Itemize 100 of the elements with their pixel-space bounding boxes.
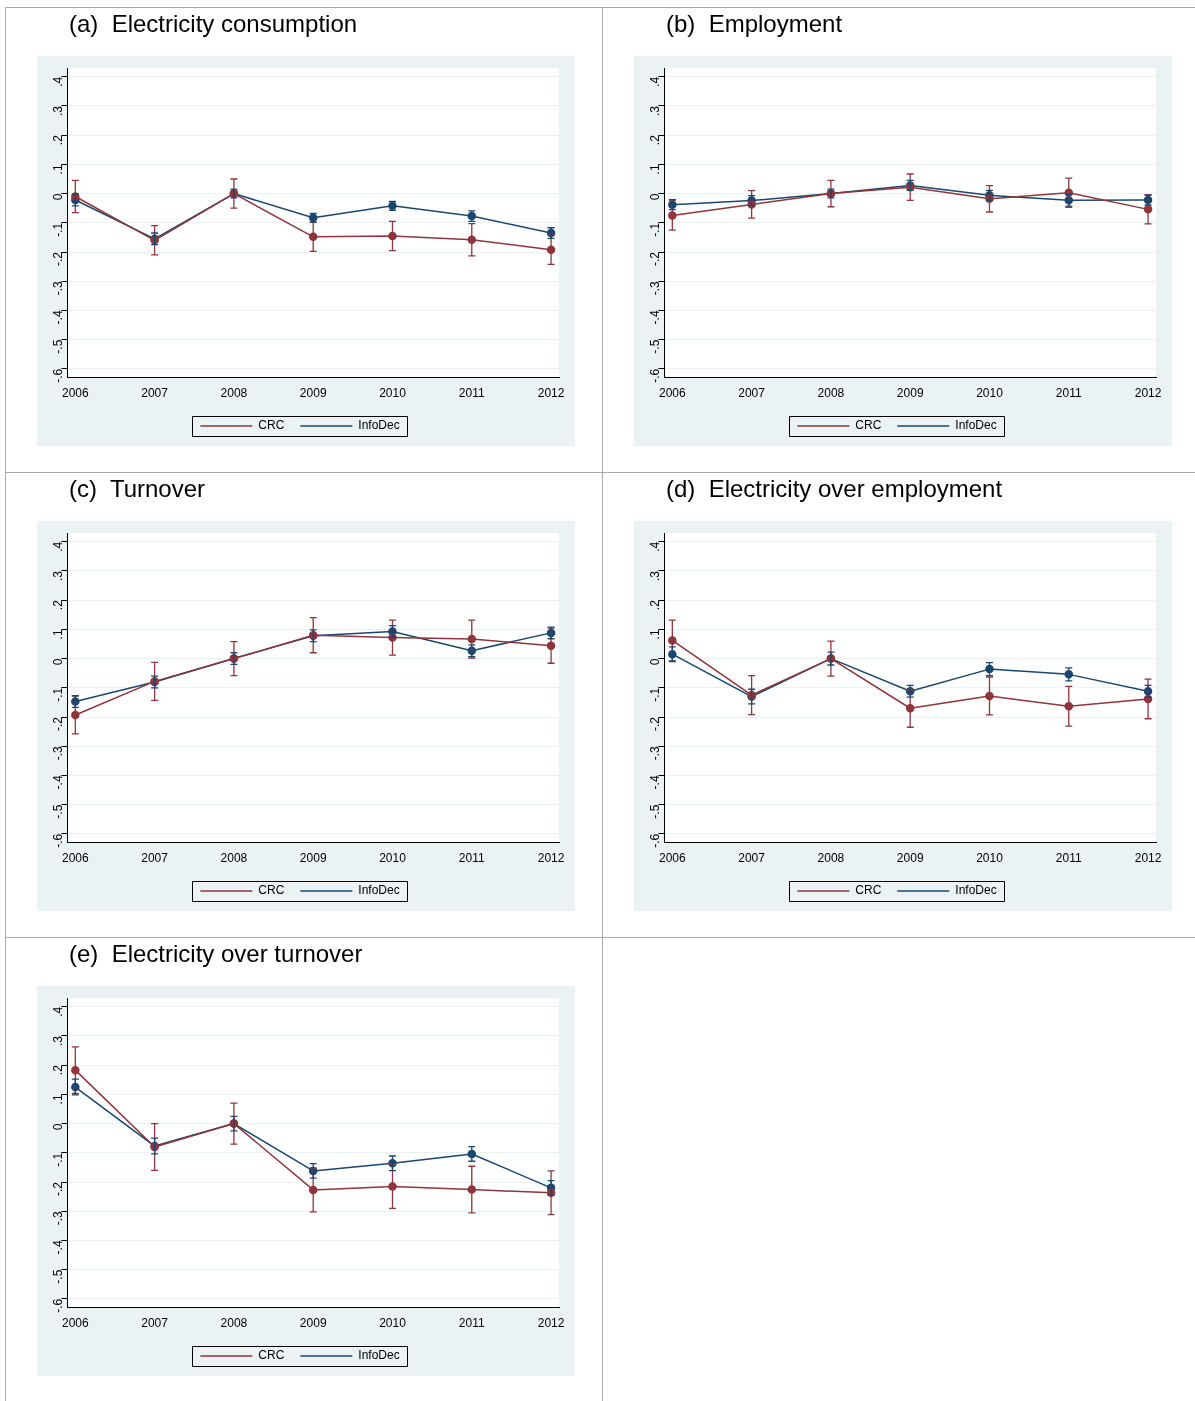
y-tick-label: -.1 bbox=[647, 222, 662, 237]
y-tick-label: .4 bbox=[50, 541, 65, 552]
y-tick-label: .4 bbox=[50, 76, 65, 87]
x-tick-label: 2006 bbox=[658, 386, 686, 401]
x-tick-label: 2010 bbox=[976, 851, 1004, 866]
y-tick-label: -.2 bbox=[50, 251, 65, 267]
x-tick-label: 2008 bbox=[220, 851, 248, 866]
y-tick-label: 0 bbox=[50, 193, 65, 201]
y-tick-label: 0 bbox=[50, 1123, 65, 1131]
x-tick-label: 2012 bbox=[1134, 386, 1162, 401]
legend-label: InfoDec bbox=[358, 1348, 400, 1363]
y-tick-label: .2 bbox=[50, 1064, 65, 1076]
legend-label: CRC bbox=[258, 418, 285, 433]
y-tick-label: -.1 bbox=[50, 1152, 65, 1167]
x-tick-label: 2011 bbox=[458, 851, 486, 866]
y-tick-label: .3 bbox=[647, 570, 662, 581]
x-tick-label: 2008 bbox=[220, 1316, 248, 1331]
x-tick-label: 2007 bbox=[141, 386, 169, 401]
y-tick-label: .1 bbox=[50, 164, 65, 175]
chart-title: (d) Electricity over employment bbox=[666, 475, 1003, 503]
legend-label: CRC bbox=[258, 1348, 285, 1363]
y-tick-label: -.5 bbox=[647, 339, 662, 354]
x-tick-label: 2010 bbox=[379, 1316, 407, 1331]
y-tick-label: -.3 bbox=[50, 745, 65, 761]
y-tick-label: -.1 bbox=[50, 222, 65, 237]
y-tick-label: -.3 bbox=[647, 745, 662, 761]
y-tick-label: .3 bbox=[647, 105, 662, 116]
y-tick-label: -.3 bbox=[50, 1210, 65, 1226]
x-tick-label: 2007 bbox=[738, 386, 766, 401]
y-tick-label: -.4 bbox=[647, 775, 662, 790]
y-tick-label: -.5 bbox=[50, 1269, 65, 1284]
y-tick-label: 0 bbox=[647, 658, 662, 666]
x-tick-label: 2008 bbox=[817, 851, 845, 866]
y-tick-label: .4 bbox=[50, 1006, 65, 1017]
x-tick-label: 2009 bbox=[299, 386, 327, 401]
y-tick-label: -.4 bbox=[647, 310, 662, 325]
y-tick-label: -.2 bbox=[50, 1181, 65, 1197]
x-tick-label: 2010 bbox=[976, 386, 1004, 401]
y-tick-label: -.4 bbox=[50, 1240, 65, 1255]
chart-title: (c) Turnover bbox=[69, 475, 206, 503]
x-tick-label: 2011 bbox=[1055, 386, 1083, 401]
x-tick-label: 2012 bbox=[537, 386, 565, 401]
x-tick-label: 2012 bbox=[537, 1316, 565, 1331]
x-tick-label: 2006 bbox=[658, 851, 686, 866]
legend-label: InfoDec bbox=[358, 883, 400, 898]
y-tick-label: -.2 bbox=[647, 716, 662, 732]
y-tick-label: .1 bbox=[50, 1094, 65, 1105]
y-tick-label: .1 bbox=[647, 629, 662, 640]
y-tick-label: -.4 bbox=[50, 775, 65, 790]
x-tick-label: 2010 bbox=[379, 386, 407, 401]
y-tick-label: .3 bbox=[50, 105, 65, 116]
y-tick-label: -.5 bbox=[50, 804, 65, 819]
y-tick-label: -.6 bbox=[50, 833, 65, 848]
y-tick-label: -.3 bbox=[647, 280, 662, 296]
chart-title: (a) Electricity consumption bbox=[69, 10, 358, 38]
x-tick-label: 2010 bbox=[379, 851, 407, 866]
y-tick-label: -.2 bbox=[50, 716, 65, 732]
x-tick-label: 2008 bbox=[220, 386, 248, 401]
legend-label: InfoDec bbox=[358, 418, 400, 433]
x-tick-label: 2007 bbox=[738, 851, 766, 866]
y-tick-label: -.5 bbox=[50, 339, 65, 354]
y-tick-label: -.4 bbox=[50, 310, 65, 325]
x-tick-label: 2012 bbox=[1134, 851, 1162, 866]
legend-label: InfoDec bbox=[955, 883, 997, 898]
y-tick-label: .1 bbox=[647, 164, 662, 175]
y-tick-label: .3 bbox=[50, 570, 65, 581]
x-tick-label: 2009 bbox=[299, 1316, 327, 1331]
x-tick-label: 2009 bbox=[299, 851, 327, 866]
y-tick-label: .2 bbox=[50, 134, 65, 146]
legend-label: CRC bbox=[855, 418, 882, 433]
y-tick-label: -.6 bbox=[50, 368, 65, 383]
x-tick-label: 2007 bbox=[141, 1316, 169, 1331]
y-tick-label: -.2 bbox=[647, 251, 662, 267]
chart-title: (b) Employment bbox=[666, 10, 843, 38]
y-tick-label: .4 bbox=[647, 76, 662, 87]
y-tick-label: 0 bbox=[50, 658, 65, 666]
y-tick-label: -.6 bbox=[647, 368, 662, 383]
y-tick-label: .2 bbox=[647, 134, 662, 146]
y-tick-label: -.1 bbox=[50, 687, 65, 702]
x-tick-label: 2011 bbox=[458, 386, 486, 401]
y-tick-label: .4 bbox=[647, 541, 662, 552]
legend-label: CRC bbox=[258, 883, 285, 898]
legend-label: CRC bbox=[855, 883, 882, 898]
y-tick-label: 0 bbox=[647, 193, 662, 201]
x-tick-label: 2006 bbox=[61, 386, 89, 401]
y-tick-label: -.6 bbox=[50, 1298, 65, 1313]
x-tick-label: 2012 bbox=[537, 851, 565, 866]
x-tick-label: 2011 bbox=[458, 1316, 486, 1331]
y-tick-label: .1 bbox=[50, 629, 65, 640]
x-tick-label: 2009 bbox=[896, 851, 924, 866]
x-tick-label: 2009 bbox=[896, 386, 924, 401]
x-tick-label: 2011 bbox=[1055, 851, 1083, 866]
y-tick-label: -.6 bbox=[647, 833, 662, 848]
chart-title: (e) Electricity over turnover bbox=[69, 940, 363, 968]
y-tick-label: .3 bbox=[50, 1035, 65, 1046]
x-tick-label: 2006 bbox=[61, 851, 89, 866]
x-tick-label: 2008 bbox=[817, 386, 845, 401]
y-tick-label: -.1 bbox=[647, 687, 662, 702]
x-tick-label: 2007 bbox=[141, 851, 169, 866]
legend-label: InfoDec bbox=[955, 418, 997, 433]
